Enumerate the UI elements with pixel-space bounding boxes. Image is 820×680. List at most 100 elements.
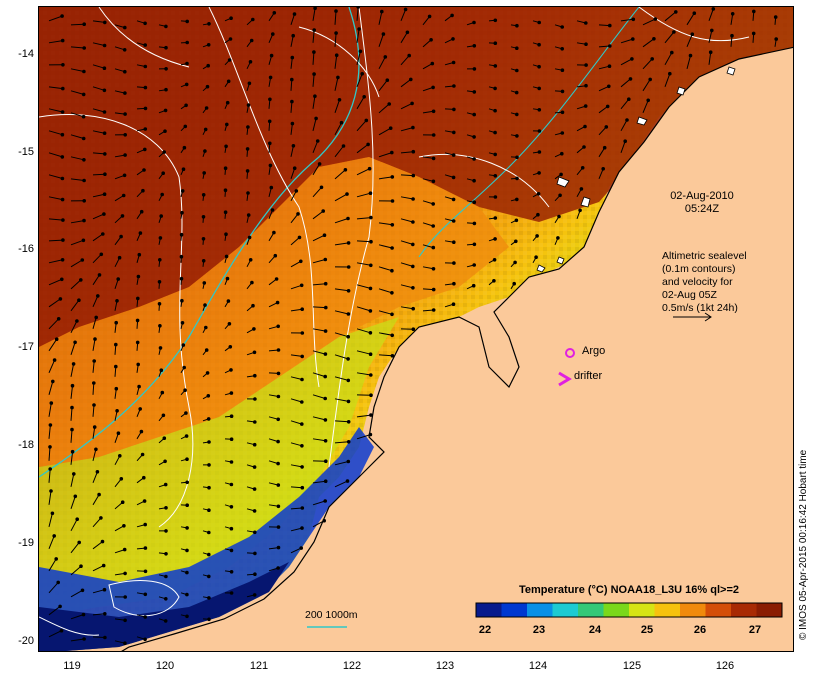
velocity-vector-head: [362, 95, 367, 99]
velocity-vector: [334, 332, 349, 338]
velocity-vector-head: [357, 27, 361, 31]
velocity-vector: [48, 582, 59, 594]
velocity-vector: [290, 79, 293, 91]
velocity-vector: [378, 244, 393, 249]
velocity-vector-head: [390, 199, 395, 203]
argo-marker: [565, 348, 575, 358]
velocity-vector: [334, 398, 349, 402]
velocity-vector: [642, 100, 649, 114]
velocity-vector-head: [627, 97, 631, 101]
velocity-vector-head: [226, 79, 231, 84]
velocity-vector: [356, 414, 371, 418]
altimetry-note: Altimetric sealevel (0.1m contours) and …: [662, 250, 747, 314]
velocity-vector-head: [472, 242, 477, 247]
velocity-vector-head: [185, 19, 189, 24]
lon-tick-120: 120: [155, 660, 175, 672]
velocity-vector: [92, 253, 102, 264]
velocity-vector: [92, 471, 98, 484]
velocity-vector-head: [123, 133, 127, 137]
velocity-vector-head: [493, 86, 497, 91]
velocity-vector-head: [158, 346, 163, 350]
velocity-vector-head: [96, 294, 100, 298]
velocity-vector-head: [135, 318, 140, 323]
velocity-vector-head: [345, 192, 349, 196]
velocity-vector-head: [472, 221, 477, 226]
velocity-vector: [334, 169, 346, 180]
velocity-vector-head: [493, 216, 498, 220]
velocity-vector-head: [142, 475, 146, 480]
colorbar-tick-27: 27: [748, 624, 762, 636]
velocity-vector-head: [369, 413, 373, 417]
velocity-vector: [334, 441, 349, 444]
velocity-vector-head: [143, 522, 147, 527]
lat-tick-20: -20: [18, 635, 34, 647]
velocity-vector-head: [228, 345, 233, 349]
velocity-vector-head: [341, 144, 346, 148]
velocity-vector-head: [300, 422, 304, 426]
velocity-vector-head: [164, 45, 168, 50]
velocity-vector-head: [185, 61, 189, 66]
velocity-vector-head: [158, 258, 162, 262]
velocity-vector-head: [668, 71, 672, 76]
velocity-vector-head: [268, 163, 273, 168]
velocity-vector-head: [336, 75, 340, 80]
velocity-vector-head: [322, 518, 327, 523]
velocity-vector: [334, 310, 349, 315]
colorbar-frame: [475, 602, 783, 618]
velocity-vector: [290, 464, 303, 468]
velocity-vector: [356, 192, 371, 198]
velocity-vector-head: [773, 15, 778, 19]
velocity-vector-head: [368, 331, 373, 335]
colorbar-swatch: [578, 603, 604, 617]
velocity-vector-head: [141, 188, 145, 193]
velocity-vector-head: [123, 618, 127, 623]
cool-water-band: [39, 317, 399, 617]
velocity-vector: [598, 105, 608, 114]
velocity-vector-head: [319, 185, 324, 190]
imos-credit: © IMOS 05-Apr-2015 00:16:42 Hobart time: [798, 449, 809, 640]
velocity-vector: [334, 145, 344, 158]
velocity-vector-head: [346, 216, 350, 221]
velocity-vector: [290, 308, 303, 312]
velocity-vector-head: [82, 178, 86, 183]
velocity-vector-head: [245, 147, 250, 151]
velocity-vector-head: [159, 214, 163, 218]
velocity-vector-head: [290, 121, 295, 126]
velocity-vector-head: [157, 280, 162, 284]
velocity-vector: [48, 196, 63, 201]
velocity-vector-head: [583, 124, 587, 129]
velocity-vector-head: [247, 81, 252, 86]
velocity-vector-head: [181, 343, 186, 347]
velocity-vector-head: [492, 258, 497, 262]
bathymetry-legend-label: 200 1000m: [305, 609, 358, 621]
velocity-vector-head: [300, 331, 305, 335]
velocity-vector-head: [82, 46, 87, 50]
velocity-vector-head: [103, 612, 107, 616]
velocity-vector-head: [115, 409, 119, 413]
lon-tick-124: 124: [528, 660, 548, 672]
velocity-vector-head: [185, 548, 189, 553]
velocity-vector-head: [227, 322, 232, 326]
velocity-vector-head: [299, 283, 304, 288]
velocity-vector-head: [79, 564, 83, 569]
velocity-vector-head: [512, 281, 517, 286]
temperature-colorbar: [475, 602, 783, 618]
velocity-vector-head: [534, 255, 538, 259]
velocity-vector-head: [185, 503, 189, 508]
velocity-vector-head: [224, 254, 229, 259]
velocity-vector-head: [229, 591, 234, 595]
velocity-vector-head: [50, 511, 55, 516]
velocity-vector-head: [123, 25, 127, 30]
velocity-vector-head: [116, 277, 120, 281]
velocity-vector-head: [317, 162, 322, 166]
velocity-vector-head: [136, 362, 140, 367]
velocity-vector-head: [493, 195, 498, 199]
velocity-vector-head: [608, 44, 612, 48]
velocity-vector-head: [138, 231, 143, 235]
velocity-vector-head: [120, 214, 125, 218]
velocity-vector-head: [290, 55, 295, 60]
velocity-vector-head: [207, 463, 211, 467]
velocity-vector: [312, 500, 326, 506]
velocity-vector-head: [346, 241, 351, 245]
velocity-vector-head: [559, 172, 563, 177]
